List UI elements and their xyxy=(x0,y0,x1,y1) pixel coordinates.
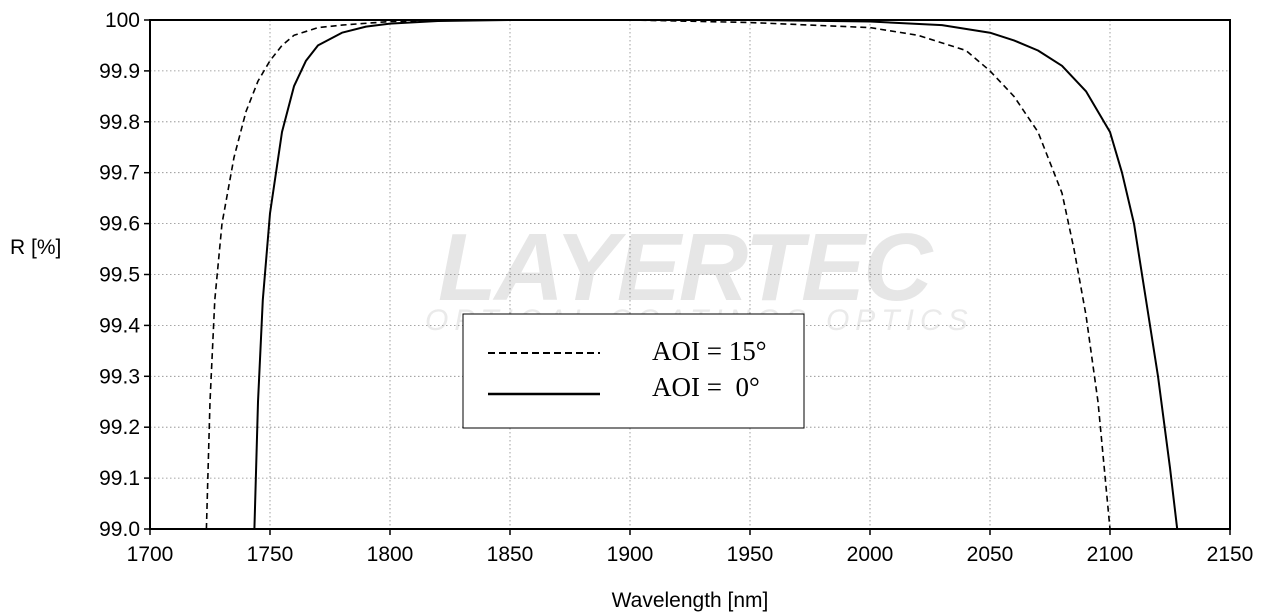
x-tick-label: 1700 xyxy=(127,543,174,566)
x-tick-label: 2000 xyxy=(847,543,894,566)
legend: AOI = 15° AOI = 0° xyxy=(462,313,805,429)
y-tick-label: 99.0 xyxy=(99,518,140,541)
x-tick-label: 1750 xyxy=(247,543,294,566)
plot-frame xyxy=(149,19,1231,530)
x-tick-label: 2050 xyxy=(967,543,1014,566)
x-tick-label: 1900 xyxy=(607,543,654,566)
grid xyxy=(150,20,1230,529)
y-tick-label: 99.1 xyxy=(99,467,140,490)
x-tick-label: 1800 xyxy=(367,543,414,566)
legend-label-aoi-0: AOI = 0° xyxy=(652,372,760,402)
y-tick-label: 99.5 xyxy=(99,264,140,287)
x-tick-label: 2100 xyxy=(1087,543,1134,566)
y-tick-label: 99.4 xyxy=(99,314,140,337)
x-axis-ticks: 1700 1750 1800 1850 1900 1950 2000 2050 2100 2150 xyxy=(127,529,1254,566)
y-tick-label: 99.8 xyxy=(99,111,140,134)
y-tick-label: 100 xyxy=(105,9,140,32)
x-tick-label: 1850 xyxy=(487,543,534,566)
y-tick-label: 99.3 xyxy=(99,365,140,388)
x-axis-label: Wavelength [nm] xyxy=(612,589,769,612)
legend-label-aoi-15: AOI = 15° xyxy=(652,336,767,366)
svg-text:LAYERTEC: LAYERTEC xyxy=(438,214,934,321)
y-axis-label: R [%] xyxy=(10,236,61,259)
y-tick-label: 99.9 xyxy=(99,60,140,83)
y-tick-label: 99.6 xyxy=(99,213,140,236)
legend-box xyxy=(462,313,805,429)
y-tick-label: 99.7 xyxy=(99,162,140,185)
y-axis-ticks: 99.0 99.1 99.2 99.3 99.4 99.5 99.6 99.7 99.8 99.9… xyxy=(99,9,150,541)
x-tick-label: 1950 xyxy=(727,543,774,566)
series-line-aoi-15 xyxy=(205,19,1111,530)
y-tick-label: 99.2 xyxy=(99,416,140,439)
x-tick-label: 2150 xyxy=(1207,543,1254,566)
